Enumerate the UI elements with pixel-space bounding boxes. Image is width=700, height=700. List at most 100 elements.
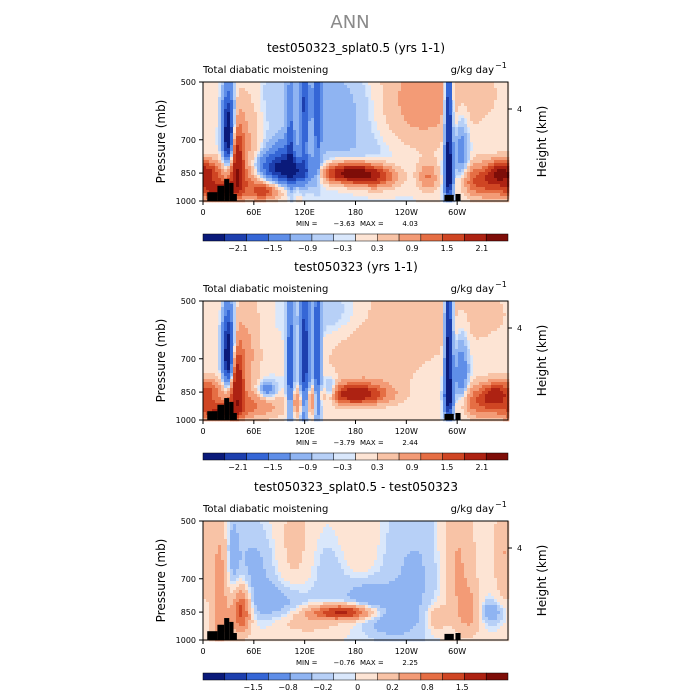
heatmap-cell — [290, 163, 294, 167]
heatmap-cell — [488, 121, 492, 125]
heatmap-cell — [209, 127, 213, 131]
heatmap-cell — [356, 172, 360, 176]
heatmap-cell — [296, 133, 300, 137]
heatmap-cell — [446, 145, 450, 149]
heatmap-cell — [449, 103, 453, 107]
heatmap-cell — [281, 118, 285, 122]
heatmap-cell — [356, 169, 360, 173]
heatmap-cell — [407, 133, 411, 137]
heatmap-cell — [275, 169, 279, 173]
heatmap-cell — [224, 88, 228, 92]
heatmap-cell — [338, 328, 342, 332]
heatmap-cell — [410, 136, 414, 140]
heatmap-cell — [329, 118, 333, 122]
heatmap-cell — [281, 133, 285, 137]
heatmap-cell — [404, 187, 408, 191]
heatmap-cell — [287, 139, 291, 143]
heatmap-cell — [461, 82, 465, 86]
heatmap-cell — [452, 184, 456, 188]
heatmap-cell — [347, 88, 351, 92]
heatmap-cell — [446, 88, 450, 92]
heatmap-cell — [230, 169, 234, 173]
heatmap-cell — [275, 166, 279, 170]
heatmap-cell — [389, 88, 393, 92]
heatmap-cell — [311, 184, 315, 188]
heatmap-cell — [404, 121, 408, 125]
heatmap-cell — [299, 133, 303, 137]
heatmap-cell — [299, 166, 303, 170]
heatmap-cell — [473, 109, 477, 113]
heatmap-cell — [449, 91, 453, 95]
heatmap-cell — [299, 97, 303, 101]
heatmap-cell — [287, 187, 291, 191]
heatmap-cell — [389, 157, 393, 161]
heatmap-cell — [473, 310, 477, 314]
heatmap-cell — [257, 187, 261, 191]
heatmap-cell — [377, 184, 381, 188]
heatmap-cell — [290, 85, 294, 89]
heatmap-cell — [500, 190, 504, 194]
heatmap-cell — [434, 187, 438, 191]
heatmap-cell — [464, 115, 468, 119]
heatmap-cell — [326, 187, 330, 191]
heatmap-cell — [419, 181, 423, 185]
heatmap-cell — [338, 106, 342, 110]
heatmap-cell — [440, 151, 444, 155]
heatmap-cell — [305, 325, 309, 329]
heatmap-cell — [395, 133, 399, 137]
heatmap-cell — [359, 190, 363, 194]
heatmap-cell — [308, 148, 312, 152]
heatmap-cell — [422, 181, 426, 185]
heatmap-cell — [269, 133, 273, 137]
heatmap-cell — [320, 121, 324, 125]
heatmap-cell — [272, 91, 276, 95]
heatmap-cell — [239, 334, 243, 338]
heatmap-cell — [416, 166, 420, 170]
heatmap-cell — [203, 175, 207, 179]
heatmap-cell — [488, 118, 492, 122]
heatmap-cell — [221, 115, 225, 119]
heatmap-cell — [203, 193, 207, 197]
heatmap-cell — [485, 307, 489, 311]
heatmap-cell — [266, 307, 270, 311]
heatmap-cell — [314, 313, 318, 317]
heatmap-cell — [329, 310, 333, 314]
heatmap-cell — [425, 160, 429, 164]
heatmap-cell — [482, 166, 486, 170]
heatmap-cell — [353, 151, 357, 155]
heatmap-cell — [254, 136, 258, 140]
heatmap-cell — [329, 139, 333, 143]
heatmap-cell — [383, 166, 387, 170]
heatmap-cell — [500, 121, 504, 125]
heatmap-cell — [320, 109, 324, 113]
heatmap-cell — [488, 136, 492, 140]
heatmap-cell — [431, 133, 435, 137]
heatmap-cell — [473, 166, 477, 170]
heatmap-cell — [383, 121, 387, 125]
heatmap-cell — [290, 193, 294, 197]
heatmap-cell — [326, 178, 330, 182]
heatmap-cell — [428, 316, 432, 320]
heatmap-cell — [311, 169, 315, 173]
heatmap-cell — [284, 316, 288, 320]
heatmap-cell — [209, 121, 213, 125]
heatmap-cell — [452, 136, 456, 140]
heatmap-cell — [407, 130, 411, 134]
heatmap-cell — [380, 112, 384, 116]
heatmap-cell — [482, 160, 486, 164]
heatmap-cell — [275, 115, 279, 119]
heatmap-cell — [491, 310, 495, 314]
heatmap-cell — [500, 175, 504, 179]
heatmap-cell — [491, 97, 495, 101]
heatmap-cell — [491, 133, 495, 137]
heatmap-cell — [275, 106, 279, 110]
heatmap-cell — [269, 103, 273, 107]
heatmap-cell — [362, 325, 366, 329]
heatmap-cell — [311, 319, 315, 323]
heatmap-cell — [311, 91, 315, 95]
heatmap-cell — [302, 322, 306, 326]
heatmap-cell — [494, 136, 498, 140]
heatmap-cell — [257, 160, 261, 164]
heatmap-cell — [296, 112, 300, 116]
heatmap-cell — [380, 97, 384, 101]
